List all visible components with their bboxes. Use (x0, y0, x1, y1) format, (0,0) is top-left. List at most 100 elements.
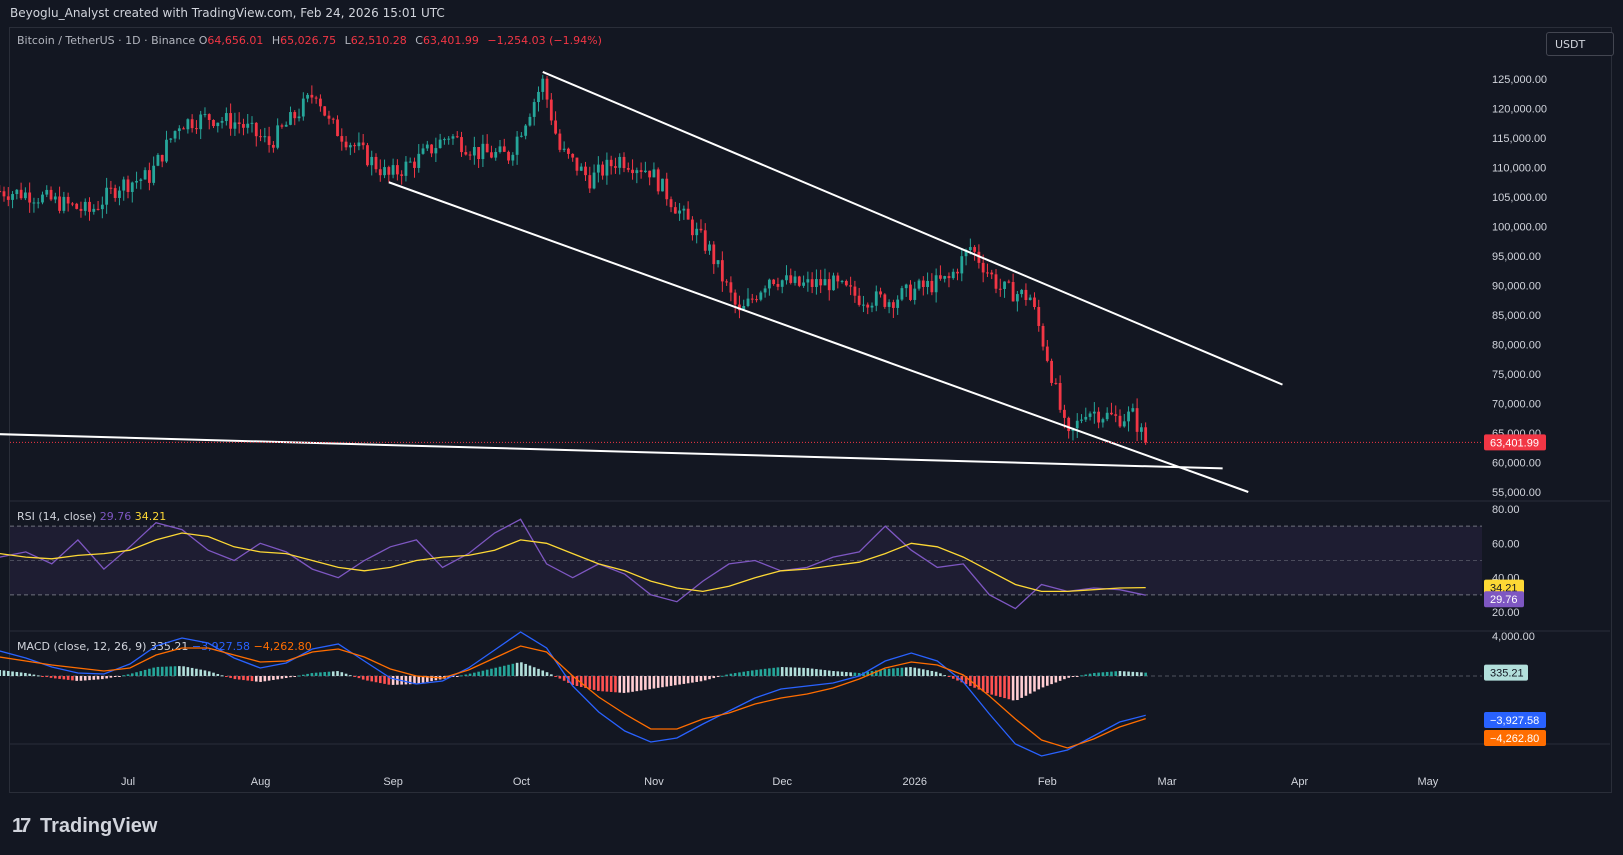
macd-hist-bar (759, 669, 763, 676)
candle-body (353, 145, 357, 147)
trendline-channel-upper (542, 70, 1283, 386)
candle-body (849, 285, 853, 287)
candle-body (956, 271, 959, 274)
candle-body (1084, 416, 1088, 420)
candle-body (494, 151, 498, 158)
candle-body (1003, 281, 1006, 290)
macd-hist-bar (468, 673, 472, 676)
candle-body (306, 94, 309, 99)
macd-hist-bar (237, 676, 241, 680)
macd-hist-bar (259, 676, 262, 682)
macd-hist-bar (789, 667, 793, 676)
macd-hist-bar (203, 670, 207, 676)
candle-body (1058, 383, 1062, 410)
candle-body (708, 244, 711, 251)
currency-button[interactable]: USDT (1546, 32, 1614, 56)
candle-body (917, 280, 921, 289)
macd-hist-bar (695, 676, 698, 682)
candle-body (562, 148, 566, 150)
candle-body (361, 142, 365, 146)
candle-body (477, 147, 481, 160)
candle-body (96, 208, 100, 210)
macd-hist-bar (793, 667, 797, 676)
candle-body (930, 280, 934, 293)
candle-body (280, 125, 284, 127)
macd-hist-bar (169, 666, 173, 676)
macd-hist-bar (276, 676, 279, 680)
candle-body (293, 112, 297, 119)
macd-hist-bar (101, 676, 104, 680)
macd-hist-bar (336, 671, 339, 676)
macd-hist-bar (1144, 672, 1147, 676)
last-price-tag-label: 63,401.99 (1490, 437, 1539, 449)
candle-body (909, 284, 912, 300)
candle-body (695, 228, 699, 236)
macd-hist-bar (143, 669, 147, 676)
candle-body (844, 280, 848, 286)
macd-hist-bar (378, 676, 382, 684)
candle-body (939, 275, 942, 279)
time-tick-label: Apr (1291, 776, 1308, 788)
candle-body (554, 120, 557, 134)
candle-body (370, 156, 374, 166)
candle-body (703, 230, 707, 251)
candle-body (173, 131, 177, 139)
macd-hist-bar (986, 676, 989, 694)
macd-hist-bar (887, 668, 891, 676)
macd-hist-bar (947, 676, 951, 677)
macd-hist-bar (528, 665, 532, 676)
macd-hist-bar (263, 676, 267, 682)
macd-hist-bar (853, 672, 857, 676)
macd-hist-bar (609, 676, 613, 692)
macd-hist-bar (135, 672, 138, 676)
macd-hist-bar (139, 671, 143, 676)
macd-hist-bar (293, 676, 297, 677)
macd-hist-bar (998, 676, 1002, 697)
candle-body (15, 189, 19, 195)
candle-body (836, 275, 840, 282)
macd-hist-bar (892, 668, 895, 676)
macd-hist-bar (541, 670, 545, 676)
candle-body (6, 196, 10, 200)
macd-hist-bar (32, 674, 36, 676)
macd-hist-bar (1097, 672, 1100, 676)
candle-body (691, 219, 694, 236)
macd-hist-bar (1140, 672, 1143, 676)
candle-body (224, 113, 228, 122)
candle-body (220, 121, 224, 123)
candle-body (421, 148, 425, 154)
macd-hist-bar (413, 676, 416, 685)
candle-body (348, 145, 352, 148)
candle-body (152, 165, 156, 183)
macd-hist-bar (537, 668, 540, 676)
candle-body (237, 122, 241, 125)
macd-hist-bar (575, 676, 579, 686)
candle-body (472, 147, 476, 156)
macd-hist-bar (408, 676, 412, 685)
candle-body (62, 196, 66, 211)
candle-body (947, 276, 951, 279)
macd-hist-bar (297, 675, 301, 677)
macd-hist-bar (601, 676, 604, 692)
macd-hist-bar (960, 676, 964, 683)
macd-hist-bar (1063, 676, 1066, 680)
candle-body (1063, 409, 1066, 418)
macd-hist-bar (1110, 671, 1113, 676)
macd-hist-bar (71, 676, 74, 681)
rsi-title: RSI (14, close) (17, 510, 97, 523)
candle-body (100, 204, 104, 210)
candle-body (32, 202, 36, 204)
macd-hist-bar (79, 676, 83, 681)
candle-body (88, 201, 91, 212)
macd-hist-bar (199, 669, 202, 676)
candle-body (323, 106, 327, 116)
candle-body (1144, 427, 1148, 443)
macd-hist-bar (464, 674, 468, 676)
macd-hist-bar (344, 673, 348, 676)
rsi-tag-label: 29.76 (1490, 594, 1518, 606)
macd-line-tag (1484, 712, 1546, 728)
candle-body (425, 144, 429, 149)
macd-hist-bar (725, 674, 728, 676)
candle-body (464, 152, 468, 155)
